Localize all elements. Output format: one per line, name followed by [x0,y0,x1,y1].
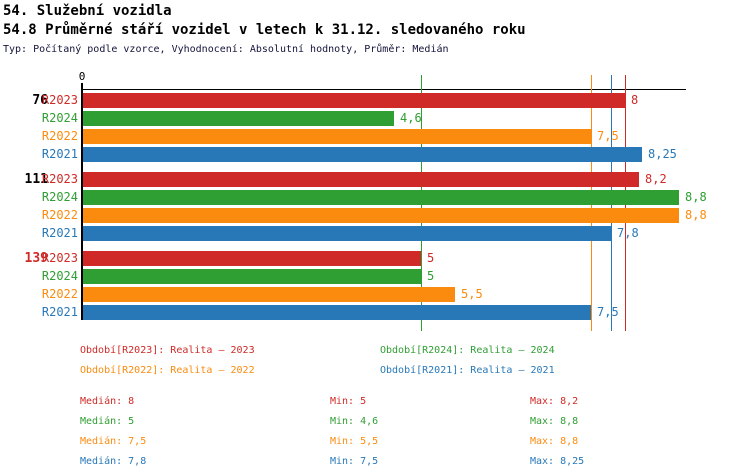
axis-line-left [81,83,83,320]
stat-median-R2021: Medián: 7,8 [80,456,147,467]
bar-value-label: 7,5 [597,305,619,319]
stat-median-R2023: Medián: 8 [80,396,135,407]
bar-series-label-R2023: R2023 [41,172,78,186]
bar-value-label: 5,5 [461,287,483,301]
bar-R2024 [83,111,394,126]
legend-item-R2022: Období[R2022]: Realita – 2022 [80,365,255,376]
bar-R2023 [83,172,639,187]
bar-R2022 [83,287,455,302]
bar-value-label: 7,8 [617,226,639,240]
stat-min-R2021: Min: 7,5 [330,456,379,467]
bar-series-label-R2024: R2024 [41,190,78,204]
bar-series-label-R2022: R2022 [41,208,78,222]
bar-R2021 [83,226,611,241]
page-title: 54. Služební vozidla [3,3,172,19]
legend-item-R2024: Období[R2024]: Realita – 2024 [380,345,555,356]
legend-item-R2023: Období[R2023]: Realita – 2023 [80,345,255,356]
bar-value-label: 8,2 [645,172,667,186]
group-label: 76 [32,93,48,108]
chart-legend: Období[R2023]: Realita – 2023 Období[R202… [0,344,750,384]
bar-series-label-R2023: R2023 [41,251,78,265]
bar-value-label: 4,6 [400,111,422,125]
stat-median-R2022: Medián: 7,5 [80,436,147,447]
bar-series-label-R2023: R2023 [41,93,78,107]
group-label: 139 [24,251,48,266]
bar-value-label: 8,8 [685,208,707,222]
bar-chart: 0 76 R2023 8 R2024 4,6 R2022 7,5 R2021 8,25 111 R20… [0,70,750,342]
bar-series-label-R2022: R2022 [41,287,78,301]
stat-min-R2023: Min: 5 [330,396,367,407]
bar-R2024 [83,269,421,284]
bar-R2021 [83,305,591,320]
bar-value-label: 5 [427,269,435,283]
stat-max-R2021: Max: 8,25 [530,456,585,467]
bar-R2022 [83,208,679,223]
axis-line-top [82,89,686,90]
bar-R2021 [83,147,642,162]
group-label: 111 [24,172,48,187]
legend-item-R2021: Období[R2021]: Realita – 2021 [380,365,555,376]
bar-R2024 [83,190,679,205]
stat-min-R2022: Min: 5,5 [330,436,379,447]
bar-value-label: 8,8 [685,190,707,204]
bar-value-label: 7,5 [597,129,619,143]
bar-series-label-R2021: R2021 [41,226,78,240]
bar-series-label-R2021: R2021 [41,305,78,319]
bar-R2023 [83,93,625,108]
bar-series-label-R2022: R2022 [41,129,78,143]
bar-value-label: 8,25 [648,147,677,161]
axis-origin-label: 0 [78,70,86,83]
stat-max-R2023: Max: 8,2 [530,396,579,407]
bar-series-label-R2021: R2021 [41,147,78,161]
chart-meta: Typ: Počítaný podle vzorce, Vyhodnocení:… [3,44,449,55]
stat-max-R2022: Max: 8,8 [530,436,579,447]
bar-R2023 [83,251,421,266]
bar-series-label-R2024: R2024 [41,269,78,283]
bar-R2022 [83,129,591,144]
bar-value-label: 5 [427,251,435,265]
page-subtitle: 54.8 Průměrné stáří vozidel v letech k 3… [3,22,526,38]
bar-value-label: 8 [631,93,639,107]
stat-max-R2024: Max: 8,8 [530,416,579,427]
stat-min-R2024: Min: 4,6 [330,416,379,427]
stat-median-R2024: Medián: 5 [80,416,135,427]
bar-series-label-R2024: R2024 [41,111,78,125]
chart-stats: Medián: 8 Min: 5 Max: 8,2 Medián: 5 Min: 4,6… [0,395,750,470]
